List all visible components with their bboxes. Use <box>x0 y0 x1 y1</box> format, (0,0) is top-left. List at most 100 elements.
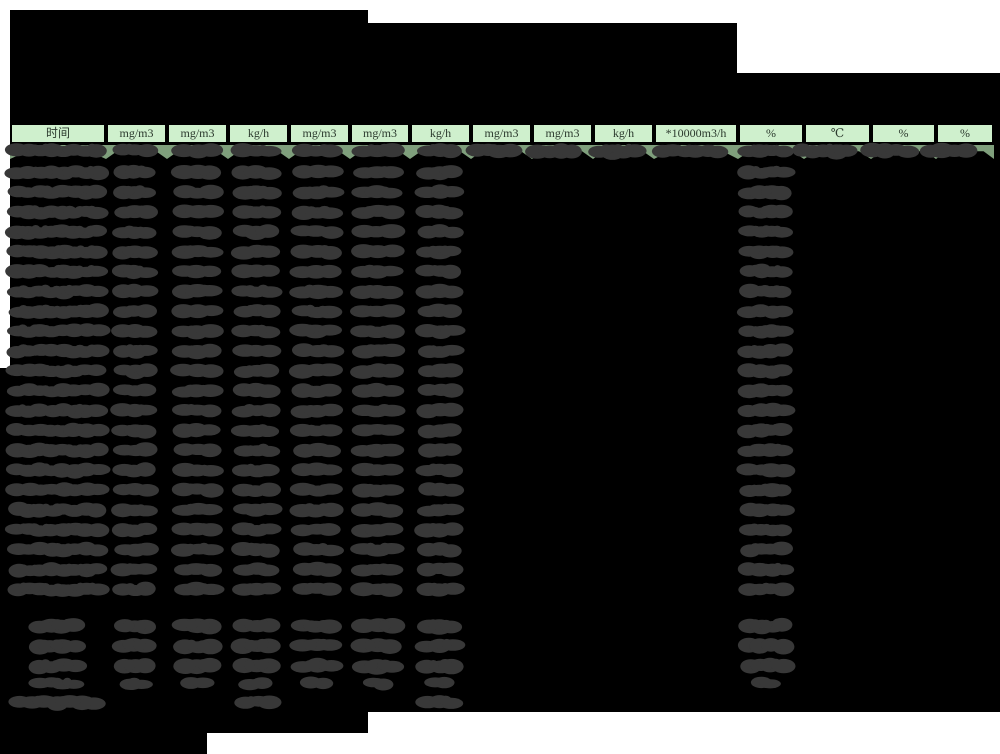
redacted-cell-value <box>171 343 222 360</box>
redacted-cell-value <box>351 424 405 437</box>
redacted-cell-value <box>739 523 793 537</box>
redacted-cell-value <box>351 659 405 675</box>
redacted-cell-value <box>172 462 224 477</box>
redacted-cell-value <box>112 245 158 260</box>
redacted-cell-value <box>415 324 466 340</box>
redacted-cell-value <box>350 542 405 557</box>
redacted-cell-value <box>231 324 281 339</box>
redacted-cell-value <box>351 204 405 220</box>
redacted-cell-value <box>7 323 111 338</box>
redacted-cell-value <box>736 304 794 319</box>
redacted-cell-value <box>588 143 647 160</box>
redacted-cell-value <box>173 638 223 655</box>
redacted-cell-value <box>739 263 793 279</box>
redacted-cell-value <box>113 185 156 200</box>
redacted-cell-value <box>114 205 158 219</box>
redacted-cell-value <box>351 244 405 259</box>
redacted-cell-value <box>737 423 793 439</box>
redacted-cell-value <box>170 363 224 378</box>
redacted-cell-value <box>739 502 795 518</box>
redacted-cell-value <box>4 224 107 240</box>
redacted-cell-value <box>352 483 405 498</box>
redacted-cell-value <box>4 522 110 538</box>
redacted-cell-value <box>418 443 462 458</box>
redacted-cell-value <box>737 402 796 418</box>
column-header-8: mg/m3 <box>534 125 591 142</box>
redacted-cell-value <box>232 482 282 497</box>
redacted-cell-value <box>111 264 159 280</box>
redacted-cell-value <box>415 695 464 709</box>
column-header-2: mg/m3 <box>169 125 226 142</box>
redacted-cell-value <box>351 143 405 158</box>
redacted-cell-value <box>6 205 109 220</box>
column-header-10: *10000m3/h <box>656 125 736 142</box>
redacted-cell-value <box>352 343 406 359</box>
redacted-bottom-step1 <box>0 712 368 733</box>
redacted-cell-value <box>233 363 280 378</box>
redacted-cell-value <box>113 304 157 318</box>
redacted-cell-value <box>171 522 223 537</box>
redacted-cell-value <box>737 637 795 655</box>
redacted-cell-value <box>738 204 793 219</box>
redacted-cell-value <box>293 542 344 557</box>
column-header-4: mg/m3 <box>291 125 348 142</box>
redacted-cell-value <box>173 184 224 200</box>
redacted-cell-value <box>112 581 156 596</box>
redacted-cell-value <box>232 382 281 399</box>
redacted-cell-value <box>418 344 465 359</box>
column-header-14: % <box>938 125 992 142</box>
redacted-cell-value <box>8 695 106 711</box>
redacted-cell-value <box>792 143 858 160</box>
redacted-cell-value <box>233 502 283 517</box>
redacted-cell-value <box>737 383 793 399</box>
column-header-12: ℃ <box>806 125 869 142</box>
redacted-cell-value <box>351 462 404 477</box>
redacted-cell-value <box>415 264 462 279</box>
redacted-cell-value <box>418 482 465 497</box>
redacted-cell-value <box>416 582 465 597</box>
redacted-table-lower <box>0 368 1000 712</box>
redacted-cell-value <box>362 677 394 691</box>
redacted-cell-value <box>231 542 280 558</box>
column-header-0: 时间 <box>12 125 104 142</box>
redacted-title-block <box>10 23 737 73</box>
redacted-cell-value <box>6 284 109 300</box>
redacted-cell-value <box>232 224 280 240</box>
redacted-cell-value <box>171 384 224 398</box>
redacted-cell-value <box>231 522 282 537</box>
redacted-cell-value <box>28 658 88 675</box>
redacted-cell-value <box>232 205 282 219</box>
redacted-cell-value <box>350 582 403 597</box>
redacted-cell-value <box>525 143 582 159</box>
redacted-cell-value <box>738 617 793 635</box>
redacted-cell-value <box>417 143 462 159</box>
redacted-bottom-step2 <box>0 733 207 754</box>
redacted-cell-value <box>353 166 404 179</box>
redacted-cell-value <box>416 402 464 419</box>
redacted-cell-value <box>180 677 215 689</box>
redacted-cell-value <box>291 462 343 477</box>
redacted-cell-value <box>291 304 343 319</box>
redacted-cell-value <box>417 542 462 558</box>
redacted-cell-value <box>417 303 462 318</box>
redacted-cell-value <box>737 144 794 158</box>
redacted-cell-value <box>5 462 111 479</box>
redacted-cell-value <box>113 164 156 180</box>
redacted-cell-value <box>231 284 283 298</box>
redacted-cell-value <box>113 363 158 380</box>
redacted-cell-value <box>28 639 86 655</box>
redacted-cell-value <box>738 225 794 238</box>
redacted-cell-value <box>172 225 222 240</box>
column-header-13: % <box>873 125 934 142</box>
redacted-cell-value <box>750 676 781 689</box>
redacted-cell-value <box>351 618 406 634</box>
redacted-cell-value <box>7 184 108 200</box>
redacted-cell-value <box>230 143 282 158</box>
redacted-cell-value <box>232 185 282 200</box>
redacted-cell-value <box>351 522 404 538</box>
redacted-cell-value <box>860 142 920 159</box>
redacted-cell-value <box>6 244 108 260</box>
redacted-cell-value <box>112 283 159 299</box>
